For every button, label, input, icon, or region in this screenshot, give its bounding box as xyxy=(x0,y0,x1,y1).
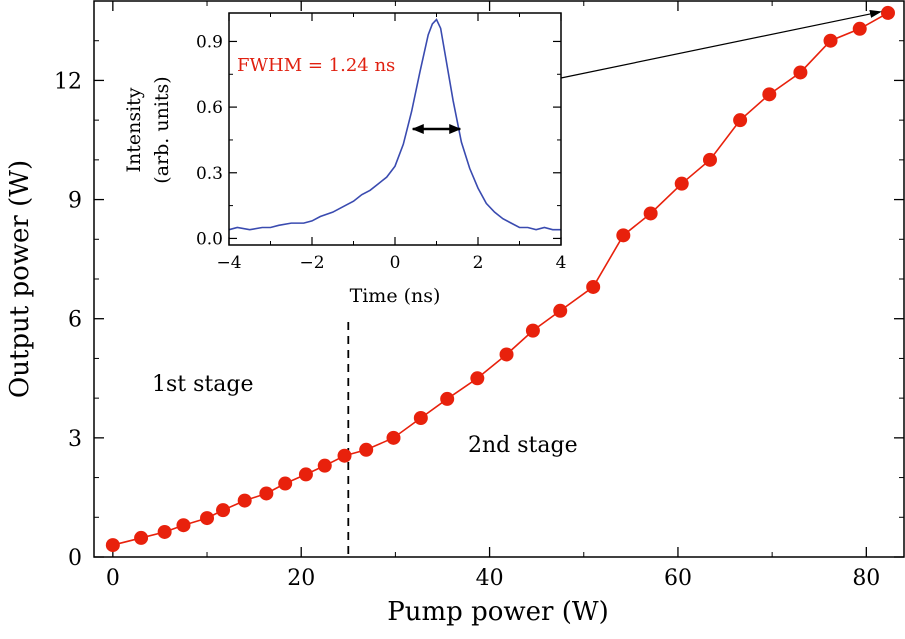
main-x-tick-label: 40 xyxy=(476,566,504,591)
inset-x-tick-label: 0 xyxy=(390,253,401,273)
inset-y-axis-title-line1: Intensity xyxy=(123,87,145,172)
main-data-point xyxy=(702,152,717,167)
inset-y-tick-label: 0.9 xyxy=(196,32,223,52)
inset-x-tick-label: 4 xyxy=(556,253,567,273)
main-data-point xyxy=(105,538,120,553)
main-y-tick-label: 12 xyxy=(54,69,82,94)
main-data-point xyxy=(440,391,455,406)
main-y-axis-title: Output power (W) xyxy=(5,160,35,398)
fwhm-label: FWHM = 1.24 ns xyxy=(237,55,395,76)
main-x-tick-labels: 0 20 40 60 80 xyxy=(106,566,880,591)
inset-x-axis-title: Time (ns) xyxy=(350,285,441,307)
inset-y-tick-label: 0.6 xyxy=(196,98,223,118)
main-data-point xyxy=(386,430,401,445)
main-data-point xyxy=(823,33,838,48)
main-series-points xyxy=(105,5,895,553)
main-data-point xyxy=(793,65,808,80)
main-data-point xyxy=(586,279,601,294)
main-data-point xyxy=(216,503,231,518)
inset-pointer-arrow xyxy=(560,10,882,79)
main-data-point xyxy=(200,511,215,526)
main-data-point xyxy=(553,303,568,318)
inset-x-tick-labels: −4 −2 0 2 4 xyxy=(216,253,566,273)
main-data-point xyxy=(176,518,191,533)
inset-y-tick-labels: 0.0 0.3 0.6 0.9 xyxy=(196,32,223,249)
main-data-point xyxy=(470,371,485,386)
main-y-tick-label: 6 xyxy=(68,308,82,333)
main-data-point xyxy=(525,323,540,338)
main-x-tick-label: 80 xyxy=(852,566,880,591)
main-x-tick-label: 0 xyxy=(106,566,120,591)
inset-x-tick-label: −4 xyxy=(216,253,241,273)
main-data-point xyxy=(499,347,514,362)
main-data-point xyxy=(733,113,748,128)
main-data-point xyxy=(157,524,172,539)
main-data-point xyxy=(880,5,895,20)
inset-x-tick-label: −2 xyxy=(299,253,324,273)
main-data-point xyxy=(359,442,374,457)
inset-y-tick-label: 0.0 xyxy=(196,229,223,249)
main-data-point xyxy=(762,87,777,102)
main-x-tick-label: 60 xyxy=(664,566,692,591)
main-y-tick-label: 9 xyxy=(68,189,82,214)
main-x-tick-label: 20 xyxy=(287,566,315,591)
main-data-point xyxy=(674,176,689,191)
main-data-point xyxy=(317,458,332,473)
inset-y-tick-label: 0.3 xyxy=(196,164,223,184)
main-x-axis-title: Pump power (W) xyxy=(387,597,608,627)
stage2-label: 2nd stage xyxy=(468,433,578,458)
main-y-tick-label: 0 xyxy=(68,546,82,571)
main-data-point xyxy=(298,467,313,482)
main-y-tick-labels: 0 3 6 9 12 xyxy=(54,69,82,571)
stage1-label: 1st stage xyxy=(152,372,253,397)
main-data-point xyxy=(134,530,149,545)
main-data-point xyxy=(259,486,274,501)
main-data-point xyxy=(643,206,658,221)
main-data-point xyxy=(337,448,352,463)
main-data-point xyxy=(237,493,252,508)
inset-pulse-line xyxy=(228,18,561,231)
main-data-point xyxy=(278,476,293,491)
main-y-tick-label: 3 xyxy=(68,427,82,452)
main-data-point xyxy=(413,411,428,425)
inset-frame xyxy=(228,12,562,246)
main-data-point xyxy=(852,21,867,36)
main-data-point xyxy=(616,228,631,243)
inset-x-tick-label: 2 xyxy=(473,253,484,273)
inset-background xyxy=(229,13,561,245)
inset-y-axis-title-line2: (arb. units) xyxy=(151,76,173,183)
main-ticks xyxy=(94,1,904,558)
